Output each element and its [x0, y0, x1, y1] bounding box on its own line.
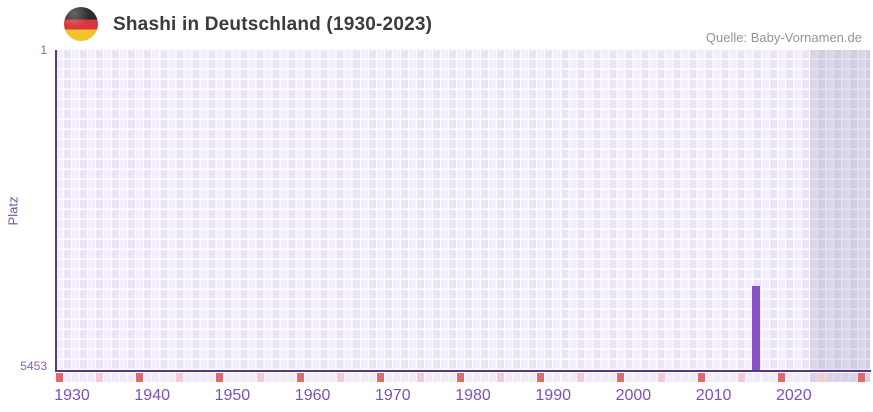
x-tick-label: 1990 [535, 387, 571, 404]
future-years-shade [809, 50, 870, 370]
decade-marker [56, 373, 63, 382]
x-tick-label: 2010 [695, 387, 732, 404]
y-axis-line [54, 50, 57, 372]
half-decade-marker [497, 373, 505, 382]
decade-marker [136, 373, 144, 382]
decade-marker [216, 373, 224, 382]
rank-bar [751, 286, 760, 370]
x-axis-line [54, 370, 871, 372]
half-decade-marker [256, 373, 264, 382]
x-tick-label: 1930 [54, 387, 90, 404]
x-tick-label: 1940 [134, 387, 170, 404]
y-axis-title: Platz [5, 196, 21, 226]
half-decade-marker [336, 373, 344, 382]
y-tick-top: 1 [40, 43, 47, 57]
decade-marker [617, 373, 625, 382]
decade-marker [858, 373, 865, 382]
plot-area [56, 50, 870, 370]
half-decade-marker [657, 373, 665, 382]
x-tick-label: 1970 [375, 387, 411, 404]
y-tick-bottom: 5453 [20, 359, 47, 373]
decade-marker [537, 373, 545, 382]
x-tick-label: 1960 [294, 387, 331, 404]
half-decade-marker [817, 373, 825, 382]
x-tick-label: 2020 [776, 387, 812, 404]
half-decade-marker [577, 373, 585, 382]
decade-marker [697, 373, 705, 382]
x-tick-label: 2000 [615, 387, 652, 404]
german-flag-icon [64, 7, 98, 41]
half-decade-marker [96, 373, 104, 382]
source-text: Quelle: Baby-Vornamen.de [705, 30, 862, 45]
x-tick-label: 1980 [455, 387, 491, 404]
x-tick-label: 1950 [214, 387, 251, 404]
decade-marker [457, 373, 464, 382]
decade-marker [296, 373, 304, 382]
half-decade-marker [416, 373, 424, 382]
decade-marker [777, 373, 785, 382]
half-decade-marker [176, 373, 184, 382]
half-decade-marker [737, 373, 745, 382]
decade-marker [376, 373, 384, 382]
page-title: Shashi in Deutschland (1930-2023) [113, 14, 433, 35]
axis-marker-row [56, 373, 870, 382]
